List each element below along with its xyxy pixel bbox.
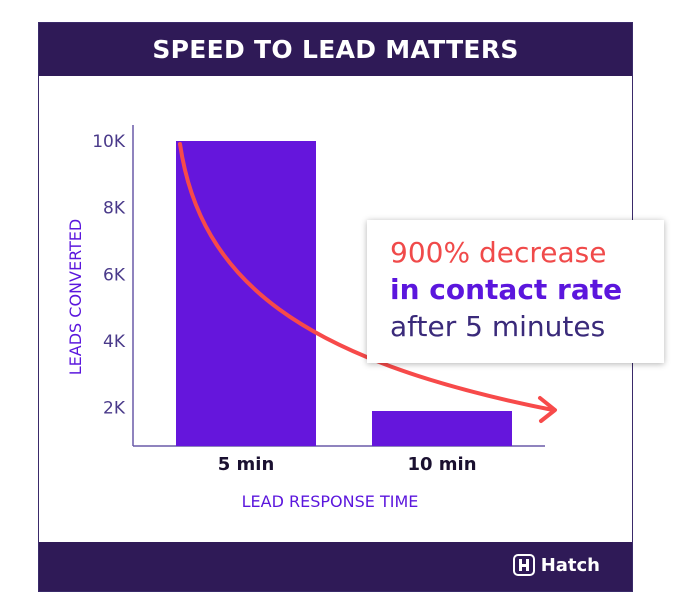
bar-10-min <box>372 411 512 446</box>
brand-name: Hatch <box>540 554 600 576</box>
y-tick-label: 2K <box>103 399 126 419</box>
hatch-logo-icon <box>512 554 535 576</box>
y-axis-title: LEADS CONVERTED <box>66 219 85 375</box>
y-tick-label: 4K <box>103 332 126 352</box>
footer-bar: Hatch <box>39 542 632 591</box>
callout-line-1: 900% decrease <box>390 236 607 269</box>
title-bar: SPEED TO LEAD MATTERS <box>39 23 632 76</box>
bar-5-min <box>176 141 316 446</box>
decay-arrow-curve <box>178 142 555 412</box>
callout-line-2: in contact rate <box>390 273 623 306</box>
hatch-logo: Hatch <box>512 554 600 576</box>
y-tick-label: 8K <box>103 199 126 219</box>
x-tick-label: 5 min <box>218 454 275 475</box>
callout-line-3: after 5 minutes <box>390 310 606 343</box>
callout-box: 900% decrease in contact rate after 5 mi… <box>367 220 664 363</box>
chart-title: SPEED TO LEAD MATTERS <box>152 35 519 64</box>
x-axis-title: LEAD RESPONSE TIME <box>242 492 419 511</box>
x-tick-label: 10 min <box>407 454 476 475</box>
y-tick-label: 10K <box>92 132 126 152</box>
y-tick-label: 6K <box>103 265 126 285</box>
arrowhead-icon <box>538 396 557 423</box>
